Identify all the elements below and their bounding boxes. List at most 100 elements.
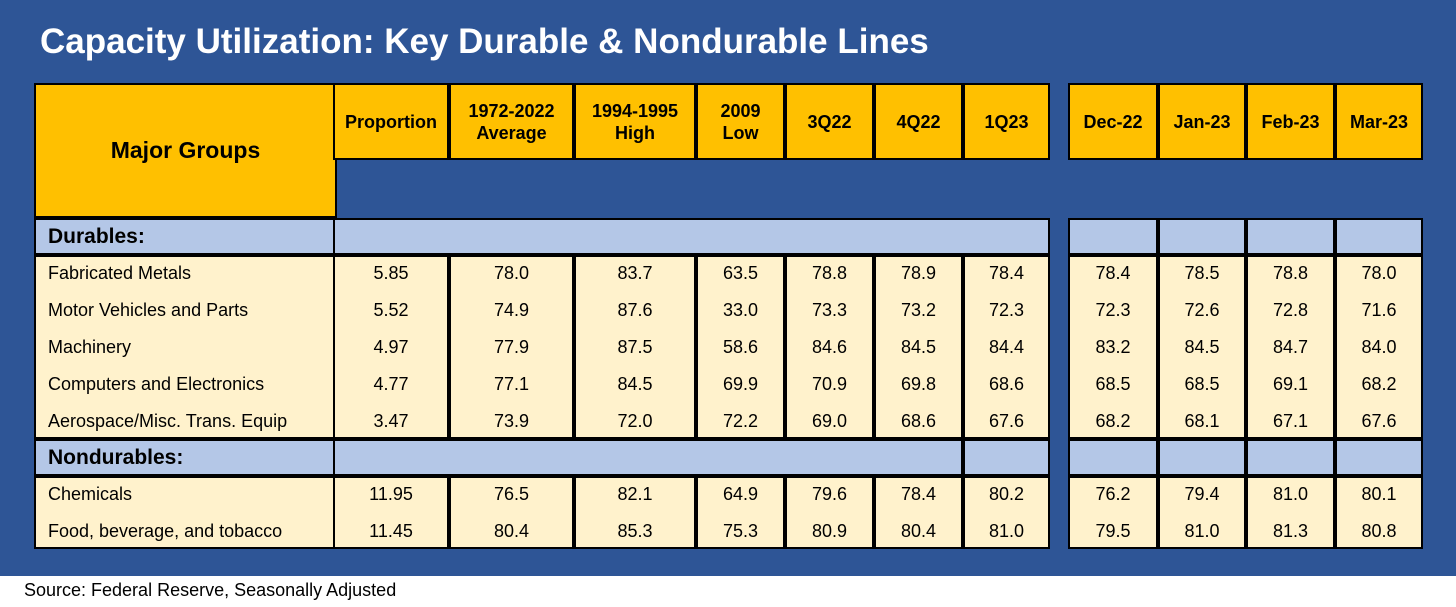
table-cell: 84.0	[1361, 337, 1397, 357]
table-cell: 67.1	[1272, 411, 1309, 431]
data-column-block	[574, 255, 696, 439]
column-header-text: Proportion	[345, 111, 437, 133]
column-header: 1972-2022 Average	[449, 83, 574, 160]
table-cell: 76.2	[1095, 484, 1131, 504]
section-band	[1335, 439, 1423, 476]
table-cell: 80.2	[988, 484, 1025, 504]
column-header-line: Low	[722, 122, 759, 143]
table-cell: 70.9	[811, 374, 848, 394]
row-label: Aerospace/Misc. Trans. Equip	[48, 411, 288, 431]
table-cell: 74.9	[493, 300, 530, 320]
table-cell: 87.6	[617, 300, 653, 320]
data-column-block	[333, 255, 449, 439]
table-cell: 73.9	[493, 411, 530, 431]
column-header: 3Q22	[785, 83, 874, 160]
table-cell: 87.5	[617, 337, 653, 357]
data-column-block	[333, 476, 449, 549]
column-header-line: 1Q23	[984, 111, 1029, 132]
table-cell: 58.6	[722, 337, 759, 357]
table-cell: 78.4	[900, 484, 937, 504]
table-cell: 77.9	[493, 337, 530, 357]
table-cell: 83.7	[617, 263, 653, 283]
section-band	[1335, 218, 1423, 255]
row-label: Fabricated Metals	[48, 263, 192, 283]
table-cell: 79.6	[811, 484, 848, 504]
row-labels-block	[34, 476, 337, 549]
column-header-text: 1994-1995 High	[592, 100, 678, 144]
table-cell: 11.45	[369, 521, 413, 541]
table-cell: 78.0	[1361, 263, 1397, 283]
table-cell: 63.5	[722, 263, 759, 283]
section-band	[333, 218, 1050, 255]
row-label: Food, beverage, and tobacco	[48, 521, 283, 541]
table-cell: 5.52	[373, 300, 409, 320]
table-cell: 78.5	[1184, 263, 1220, 283]
column-header-text: 4Q22	[896, 111, 940, 133]
table-cell: 76.5	[493, 484, 530, 504]
table-cell: 84.5	[617, 374, 653, 394]
table-cell: 67.6	[1361, 411, 1397, 431]
table-cell: 68.2	[1361, 374, 1397, 394]
column-header: Mar-23	[1335, 83, 1423, 160]
data-column-block	[1335, 476, 1423, 549]
column-header-line: Average	[476, 122, 547, 143]
row-label: Machinery	[48, 337, 132, 357]
table-cell: 71.6	[1361, 300, 1397, 320]
data-column-block	[874, 255, 963, 439]
column-header-text: 1Q23	[984, 111, 1028, 133]
column-header: Proportion	[333, 83, 449, 160]
section-band	[1158, 439, 1246, 476]
table-cell: 64.9	[722, 484, 759, 504]
table-cell: 84.5	[900, 337, 937, 357]
table-cell: 69.0	[811, 411, 848, 431]
column-header: Dec-22	[1068, 83, 1158, 160]
column-header-line: Proportion	[345, 111, 437, 132]
section-label: Durables:	[34, 218, 337, 255]
table-cell: 83.2	[1095, 337, 1131, 357]
column-header-text: 3Q22	[807, 111, 851, 133]
table-cell: 78.9	[900, 263, 937, 283]
section-band	[963, 439, 1050, 476]
table-cell: 79.5	[1095, 521, 1131, 541]
data-column-block	[785, 476, 874, 549]
row-label: Motor Vehicles and Parts	[48, 300, 249, 320]
table-cell: 80.4	[493, 521, 530, 541]
data-column-block	[1158, 255, 1246, 439]
table-cell: 75.3	[722, 521, 759, 541]
table-cell: 4.97	[373, 337, 409, 357]
table-cell: 78.0	[493, 263, 530, 283]
column-header-text: 2009 Low	[720, 100, 760, 144]
table-cell: 67.6	[988, 411, 1025, 431]
table-cell: 82.1	[617, 484, 653, 504]
table-cell: 78.4	[1095, 263, 1131, 283]
table-cell: 68.6	[900, 411, 937, 431]
corner-header: Major Groups	[34, 83, 337, 218]
column-header-text: 1972-2022 Average	[468, 100, 554, 144]
report-panel: Capacity Utilization: Key Durable & Nond…	[0, 0, 1456, 576]
data-column-block	[963, 476, 1050, 549]
column-header-line: 3Q22	[807, 111, 852, 132]
row-label: Chemicals	[48, 484, 133, 504]
section-band	[1068, 439, 1158, 476]
section-label: Nondurables:	[34, 439, 337, 476]
table-cell: 80.8	[1361, 521, 1397, 541]
table-cell: 72.8	[1272, 300, 1309, 320]
table-cell: 84.6	[811, 337, 848, 357]
table-cell: 78.8	[811, 263, 848, 283]
column-header: 4Q22	[874, 83, 963, 160]
table-cell: 68.5	[1095, 374, 1131, 394]
table-cell: 84.7	[1272, 337, 1309, 357]
row-label: Computers and Electronics	[48, 374, 265, 394]
table-cell: 77.1	[493, 374, 530, 394]
data-column-block	[785, 255, 874, 439]
section-band	[1246, 218, 1335, 255]
table-cell: 73.2	[900, 300, 937, 320]
table-cell: 81.0	[988, 521, 1025, 541]
table-cell: 85.3	[617, 521, 653, 541]
table-cell: 81.0	[1184, 521, 1220, 541]
section-band	[1246, 439, 1335, 476]
data-column-block	[874, 476, 963, 549]
table-cell: 80.1	[1361, 484, 1397, 504]
source-note: Source: Federal Reserve, Seasonally Adju…	[24, 580, 397, 600]
table-cell: 5.85	[373, 263, 409, 283]
